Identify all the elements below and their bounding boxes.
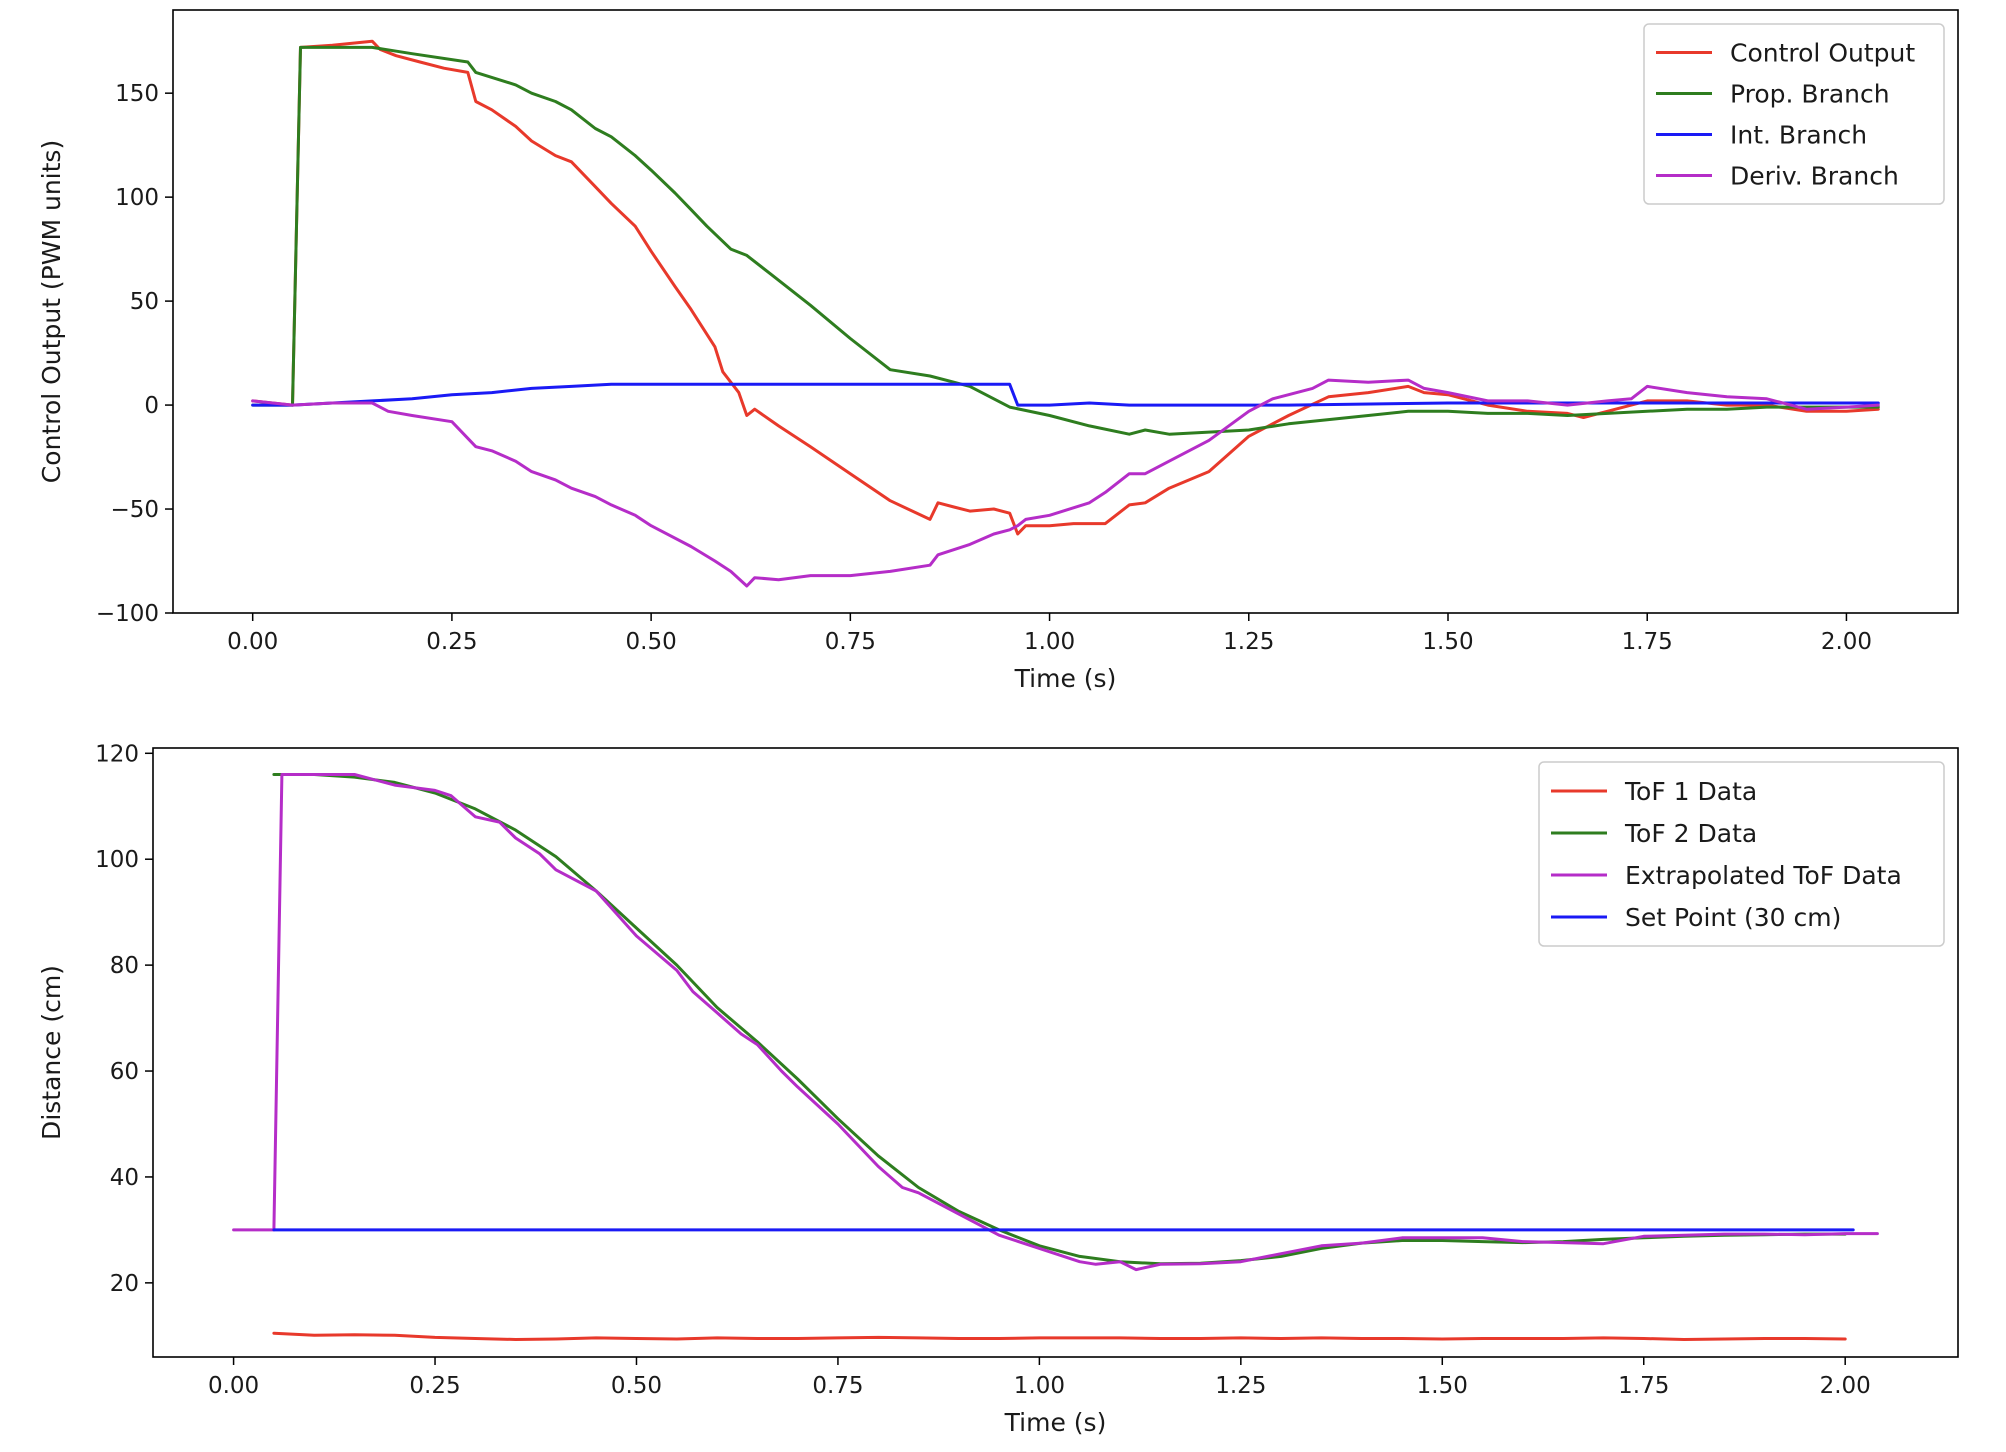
y-tick-label: 60 xyxy=(110,1059,139,1085)
x-tick-label: 1.50 xyxy=(1417,1373,1468,1399)
series-line-extrapolated-tof-data xyxy=(232,773,1879,1272)
x-tick-label: 1.25 xyxy=(1215,1373,1266,1399)
x-tick-label: 1.50 xyxy=(1422,629,1473,655)
y-axis-label: Distance (cm) xyxy=(37,965,66,1140)
legend: ToF 1 Data ToF 2 Data Extrapolated ToF Dat… xyxy=(1538,761,1945,947)
legend-entry: Extrapolated ToF Data xyxy=(1625,861,1902,890)
y-axis-label: Control Output (PWM units) xyxy=(37,140,66,483)
distance-chart: 0.00 0.25 0.50 0.75 1.00 1.25 1.50 1.75 2.00 20 40… xyxy=(37,741,1959,1437)
x-tick-label: 1.25 xyxy=(1223,629,1274,655)
x-tick-label: 1.75 xyxy=(1618,1373,1669,1399)
legend-box xyxy=(1643,23,1945,205)
series-group xyxy=(251,39,1880,588)
legend-entry: ToF 1 Data xyxy=(1624,777,1757,806)
series-line-tof-1-data xyxy=(272,1331,1847,1341)
y-tick-label: −100 xyxy=(96,601,159,627)
y-tick-label: 100 xyxy=(115,185,159,211)
series-line-control-output xyxy=(251,39,1880,536)
series-line-tof-2-data xyxy=(272,773,1847,1266)
x-tick-label: 0.00 xyxy=(227,629,278,655)
y-tick-label: 20 xyxy=(110,1271,139,1297)
series-line-int-branch xyxy=(251,382,1880,407)
x-tick-label: 0.50 xyxy=(611,1373,662,1399)
legend-entry: Control Output xyxy=(1730,39,1915,68)
series-line-deriv-branch xyxy=(251,378,1880,588)
x-tick-label: 1.00 xyxy=(1024,629,1075,655)
x-tick-label: 0.50 xyxy=(626,629,677,655)
legend-box xyxy=(1538,761,1945,947)
legend-entry: Deriv. Branch xyxy=(1730,162,1899,191)
legend: Control Output Prop. Branch Int. Branch Der… xyxy=(1643,23,1945,205)
x-tick-label: 0.25 xyxy=(409,1373,460,1399)
series-group xyxy=(232,773,1879,1341)
x-tick-label: 1.75 xyxy=(1622,629,1673,655)
legend-entry: Int. Branch xyxy=(1730,121,1867,150)
y-tick-label: 50 xyxy=(130,289,159,315)
y-tick-label: 150 xyxy=(115,81,159,107)
y-tick-label: 120 xyxy=(95,741,139,767)
control-output-chart: 0.00 0.25 0.50 0.75 1.00 1.25 1.50 1.75 2.00 −100… xyxy=(37,9,1959,693)
x-axis-label: Time (s) xyxy=(1004,1408,1107,1437)
x-tick-label: 0.75 xyxy=(825,629,876,655)
x-tick-label: 1.00 xyxy=(1014,1373,1065,1399)
plot-frame xyxy=(172,9,1959,614)
x-tick-label: 0.75 xyxy=(812,1373,863,1399)
y-tick-label: −50 xyxy=(110,497,159,523)
x-tick-label: 0.00 xyxy=(208,1373,259,1399)
y-tick-label: 40 xyxy=(110,1165,139,1191)
legend-entry: Prop. Branch xyxy=(1730,80,1890,109)
y-tick-label: 0 xyxy=(144,393,159,419)
x-tick-label: 2.00 xyxy=(1820,1373,1871,1399)
y-tick-label: 80 xyxy=(110,953,139,979)
x-tick-label: 2.00 xyxy=(1821,629,1872,655)
x-axis-label: Time (s) xyxy=(1014,664,1117,693)
x-tick-label: 0.25 xyxy=(426,629,477,655)
legend-entry: Set Point (30 cm) xyxy=(1625,903,1841,932)
y-tick-label: 100 xyxy=(95,847,139,873)
series-line-prop-branch xyxy=(251,45,1880,436)
legend-entry: ToF 2 Data xyxy=(1624,819,1757,848)
plot-frame xyxy=(152,747,1959,1358)
